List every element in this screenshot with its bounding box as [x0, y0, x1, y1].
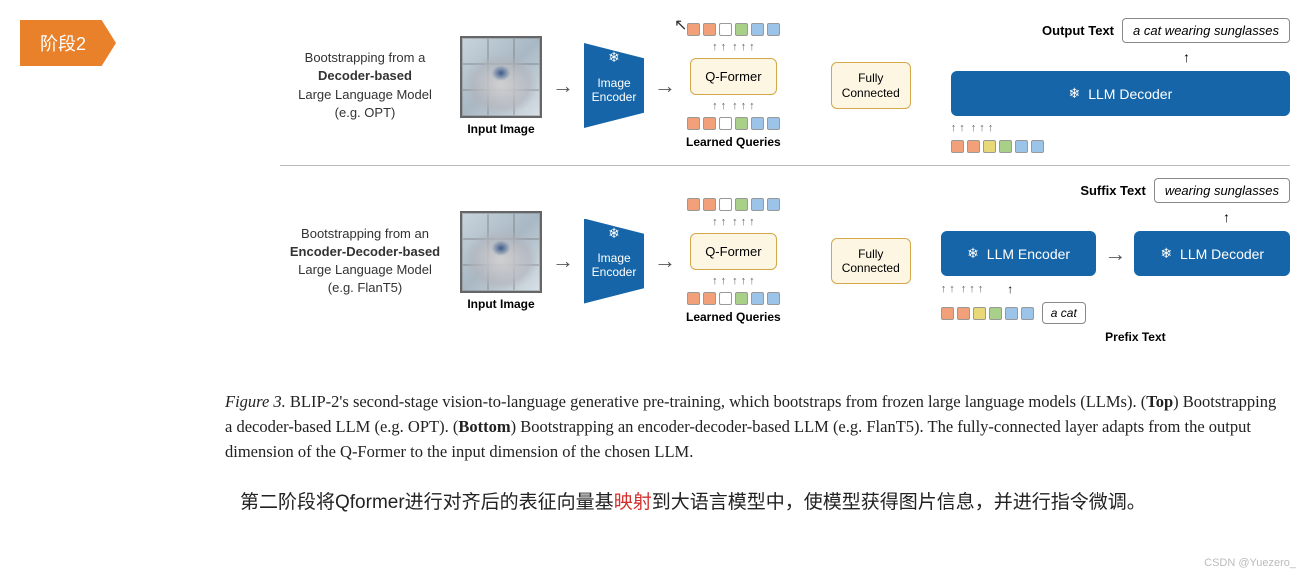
cat-image [460, 211, 542, 293]
fc-box-1: Fully Connected [831, 62, 911, 109]
output-label: Output Text [1042, 23, 1114, 38]
fc-box-2: Fully Connected [831, 238, 911, 285]
arrow-icon: → [552, 248, 574, 274]
separator [280, 165, 1290, 166]
image-encoder-1: ❄ Image Encoder [584, 43, 644, 128]
input-image-2: Input Image [460, 211, 542, 311]
figure-caption: Figure 3. BLIP-2's second-stage vision-t… [225, 390, 1285, 464]
chinese-note: 第二阶段将Qformer进行对齐后的表征向量基映射到大语言模型中，使模型获得图片… [240, 488, 1270, 518]
row-decoder: Bootstrapping from a Decoder-based Large… [280, 10, 1290, 161]
row-encdec: Bootstrapping from an Encoder-Decoder-ba… [280, 170, 1290, 352]
qformer-col-1: ↖ ↑↑↑↑↑ Q-Former ↑↑↑↑↑ Learned Queries [686, 23, 781, 149]
tokens-llm [951, 140, 1044, 153]
suffix-label: Suffix Text [1080, 183, 1146, 198]
tokens-bot [687, 117, 780, 130]
suffix-text: wearing sunglasses [1154, 178, 1290, 203]
arrow-icon: → [654, 73, 676, 99]
snowflake-icon: ❄ [967, 245, 979, 262]
arrow-icon: → [1104, 241, 1126, 267]
llm-encoder: ❄LLM Encoder [941, 231, 1097, 276]
watermark: CSDN @Yuezero_ [1204, 557, 1296, 569]
desc-2: Bootstrapping from an Encoder-Decoder-ba… [280, 225, 450, 298]
qformer-box: Q-Former [690, 233, 776, 270]
prefix-text: a cat [1042, 302, 1086, 324]
cursor-icon: ↖ [674, 15, 687, 35]
tokens-top [687, 23, 780, 36]
snowflake-icon: ❄ [1068, 85, 1080, 102]
input-label: Input Image [467, 122, 534, 136]
input-image-1: Input Image [460, 36, 542, 136]
llm-area-2: Suffix Text wearing sunglasses ↑ ❄LLM En… [941, 178, 1290, 344]
snowflake-icon: ❄ [608, 225, 620, 242]
arrow-icon: → [654, 248, 676, 274]
learned-label: Learned Queries [686, 310, 781, 324]
stage-tag: 阶段2 [20, 20, 116, 66]
prefix-label: Prefix Text [941, 330, 1290, 344]
image-encoder-2: ❄ Image Encoder [584, 219, 644, 304]
llm-decoder-1: ❄LLM Decoder [951, 71, 1290, 116]
snowflake-icon: ❄ [608, 49, 620, 66]
qformer-col-2: ↑↑↑↑↑ Q-Former ↑↑↑↑↑ Learned Queries [686, 198, 781, 324]
snowflake-icon: ❄ [1160, 245, 1172, 262]
learned-label: Learned Queries [686, 135, 781, 149]
input-label: Input Image [467, 297, 534, 311]
diagram: Bootstrapping from a Decoder-based Large… [280, 10, 1290, 352]
arrow-icon: → [552, 73, 574, 99]
desc-1: Bootstrapping from a Decoder-based Large… [280, 49, 450, 122]
output-text: a cat wearing sunglasses [1122, 18, 1290, 43]
qformer-box: Q-Former [690, 58, 776, 95]
llm-decoder-2: ❄LLM Decoder [1134, 231, 1290, 276]
cat-image [460, 36, 542, 118]
llm-area-1: Output Text a cat wearing sunglasses ↑ ❄… [951, 18, 1290, 153]
